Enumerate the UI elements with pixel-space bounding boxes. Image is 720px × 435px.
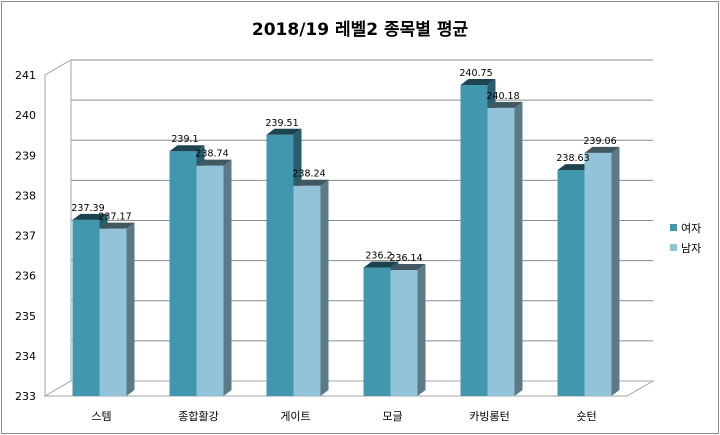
x-category-label: 종합활강: [178, 409, 218, 423]
x-category-label: 숏턴: [576, 410, 596, 423]
bar-male-top: [196, 159, 232, 166]
bars: [72, 79, 620, 396]
bar-male-side: [514, 101, 523, 396]
bar-male: [293, 179, 329, 396]
bar-male-front: [390, 270, 418, 396]
y-tick-label: 239: [15, 149, 36, 162]
bar-male-front: [196, 165, 224, 396]
data-label: 239.51: [265, 118, 298, 129]
legend-label: 남자: [681, 242, 701, 255]
bar-male-top: [390, 264, 426, 271]
side-wall: [44, 59, 72, 397]
bar-male-side: [320, 179, 329, 396]
bar-male: [390, 264, 426, 396]
y-tick-label: 236: [15, 270, 36, 283]
data-label: 239.1: [171, 134, 198, 145]
y-tick-label: 240: [15, 109, 36, 122]
data-label: 240.18: [486, 91, 519, 102]
gridline: [44, 99, 653, 116]
data-label: 236.2: [365, 251, 392, 262]
bar-female-top: [72, 213, 108, 220]
bar-male-side: [223, 159, 232, 396]
bar-male-front: [293, 185, 321, 396]
bar-male: [487, 101, 523, 396]
chart-title: 2018/19 레벨2 종목별 평균: [252, 20, 469, 40]
y-tick-label: 237: [15, 230, 36, 243]
bar-female-front: [266, 134, 294, 396]
data-label: 240.75: [459, 68, 492, 79]
bar-male-top: [584, 146, 620, 153]
bar-male-top: [487, 101, 523, 108]
data-label: 237.17: [98, 212, 131, 223]
data-label: 237.39: [71, 203, 104, 214]
bar-male: [99, 222, 135, 396]
bar-female-top: [363, 261, 399, 268]
bar-female-top: [557, 164, 593, 171]
bar-female-front: [169, 151, 197, 396]
bar-female-front: [557, 170, 585, 396]
bar-female-front: [363, 267, 391, 396]
y-tick-label: 241: [15, 69, 36, 82]
bar-male-top: [293, 179, 329, 186]
y-tick-label: 233: [15, 390, 36, 403]
legend-label: 여자: [681, 222, 701, 235]
y-tick-label: 235: [15, 310, 36, 323]
legend-swatch: [670, 224, 677, 231]
bar-male-side: [611, 146, 620, 396]
data-label: 238.63: [556, 153, 589, 164]
x-category-label: 스템: [91, 410, 111, 423]
bar-male-side: [417, 264, 426, 396]
x-category-label: 모글: [382, 410, 402, 423]
data-label: 238.74: [195, 149, 228, 160]
bar-female-front: [72, 219, 100, 396]
data-label: 238.24: [292, 169, 325, 180]
y-tick-label: 234: [15, 350, 36, 363]
x-category-label: 카빙롱턴: [469, 410, 509, 423]
bar-male-top: [99, 222, 135, 229]
y-tick-label: 238: [15, 189, 36, 202]
bar-male-front: [487, 107, 515, 396]
legend-swatch: [670, 244, 677, 251]
data-label: 239.06: [583, 136, 616, 147]
bar-male-front: [584, 152, 612, 396]
bar-female-top: [266, 128, 302, 135]
bar-male: [196, 159, 232, 396]
bar-female-top: [169, 145, 205, 152]
x-category-label: 게이트: [280, 410, 310, 423]
bar-male-side: [126, 222, 135, 396]
bar-female-top: [460, 79, 496, 86]
bar-male-front: [99, 228, 127, 396]
data-label: 236.14: [389, 253, 422, 264]
bar-male: [584, 146, 620, 396]
bar-female-front: [460, 85, 488, 396]
gridline: [44, 59, 653, 76]
